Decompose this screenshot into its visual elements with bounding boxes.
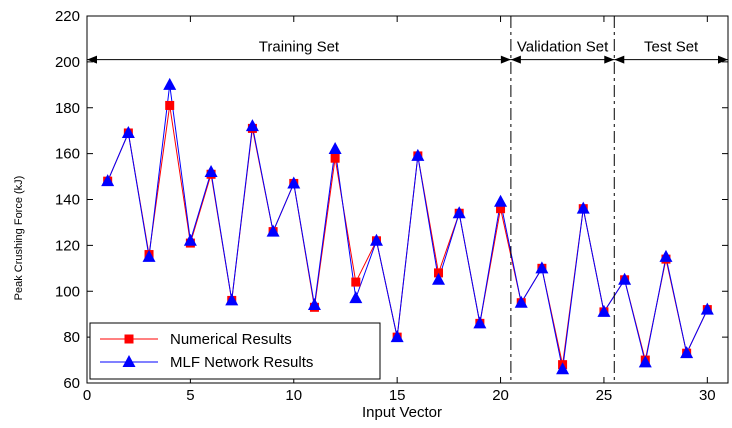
set-label: Validation Set (517, 39, 609, 56)
mlf-network-results-point (266, 224, 280, 237)
axes: 0 5 10 15 20 25 30 60 80 100 120 140 160 180 200 220 (55, 8, 729, 404)
mlf-network-results-point (204, 164, 218, 177)
mlf-network-results-point (307, 298, 321, 311)
mlf-network-results-point (680, 346, 694, 359)
arrowhead-left (510, 55, 521, 64)
plot-area-frame (86, 15, 729, 384)
mlf-network-results-point (328, 142, 342, 155)
mlf-network-results-point (514, 295, 528, 308)
x-tick-label: 15 (389, 387, 406, 404)
mlf-network-results-point (390, 330, 404, 343)
y-tick-label: 60 (63, 375, 80, 392)
y-tick-label: 160 (55, 146, 80, 163)
arrowhead-left (87, 55, 97, 64)
arrowhead-left (614, 55, 625, 64)
mlf-network-results-point (535, 261, 549, 274)
mlf-network-results-point (101, 174, 115, 187)
mlf-network-results-point (183, 233, 197, 246)
x-tick-label: 20 (492, 387, 509, 404)
mlf-network-results-line (107, 84, 708, 370)
legend: Numerical Results MLF Network Results (89, 322, 381, 380)
set-annotations: Training Set Validation Set Test Set (87, 16, 728, 383)
numerical-results-point (496, 204, 506, 214)
mlf-network-results-point (411, 148, 425, 161)
y-tick-label: 220 (55, 8, 80, 25)
legend-square-marker (124, 334, 134, 344)
arrowhead-right (604, 55, 615, 64)
mlf-network-results-point (659, 249, 673, 262)
mlf-network-results-point (597, 304, 611, 317)
mlf-network-results-point (576, 201, 590, 214)
mlf-network-results-point (287, 176, 301, 189)
x-tick-label: 30 (699, 387, 716, 404)
mlf-network-results-point (618, 272, 632, 285)
x-tick-label: 5 (186, 387, 194, 404)
legend-entry-label: MLF Network Results (170, 354, 313, 371)
numerical-results-point (351, 277, 361, 287)
legend-entry-label: Numerical Results (170, 331, 292, 348)
mlf-network-results-point (142, 249, 156, 262)
mlf-network-results-point (556, 362, 570, 375)
y-tick-label: 120 (55, 237, 80, 254)
mlf-network-results-point (369, 233, 383, 246)
y-tick-label: 80 (63, 329, 80, 346)
numerical-results-point (165, 100, 175, 110)
y-tick-label: 100 (55, 283, 80, 300)
legend-triangle-marker (122, 355, 136, 367)
mlf-network-results-point (225, 293, 239, 306)
x-tick-label: 0 (83, 387, 91, 404)
mlf-network-results-point (452, 206, 466, 219)
mlf-network-results-point (638, 355, 652, 368)
arrowhead-right (718, 55, 728, 64)
arrowhead-right (500, 55, 511, 64)
mlf-network-results-point (432, 272, 446, 285)
mlf-network-results-point (163, 77, 177, 90)
legend-box (89, 322, 381, 380)
mlf-network-results-point (349, 291, 363, 304)
mlf-network-results-point (121, 125, 135, 138)
x-axis-label: Input Vector (362, 404, 442, 421)
set-label: Test Set (644, 39, 699, 56)
mlf-network-results-point (473, 316, 487, 329)
mlf-network-results-point (494, 194, 508, 207)
y-axis-label: Peak Crushing Force (kJ) (13, 176, 25, 301)
y-tick-label: 140 (55, 192, 80, 209)
set-label: Training Set (259, 39, 340, 56)
numerical-results-point (330, 153, 340, 163)
x-tick-label: 10 (285, 387, 302, 404)
y-tick-label: 200 (55, 54, 80, 71)
mlf-network-results-point (700, 302, 714, 315)
mlf-network-results-point (245, 119, 259, 132)
x-tick-label: 25 (596, 387, 613, 404)
y-tick-label: 180 (55, 100, 80, 117)
plot-series (101, 77, 714, 375)
